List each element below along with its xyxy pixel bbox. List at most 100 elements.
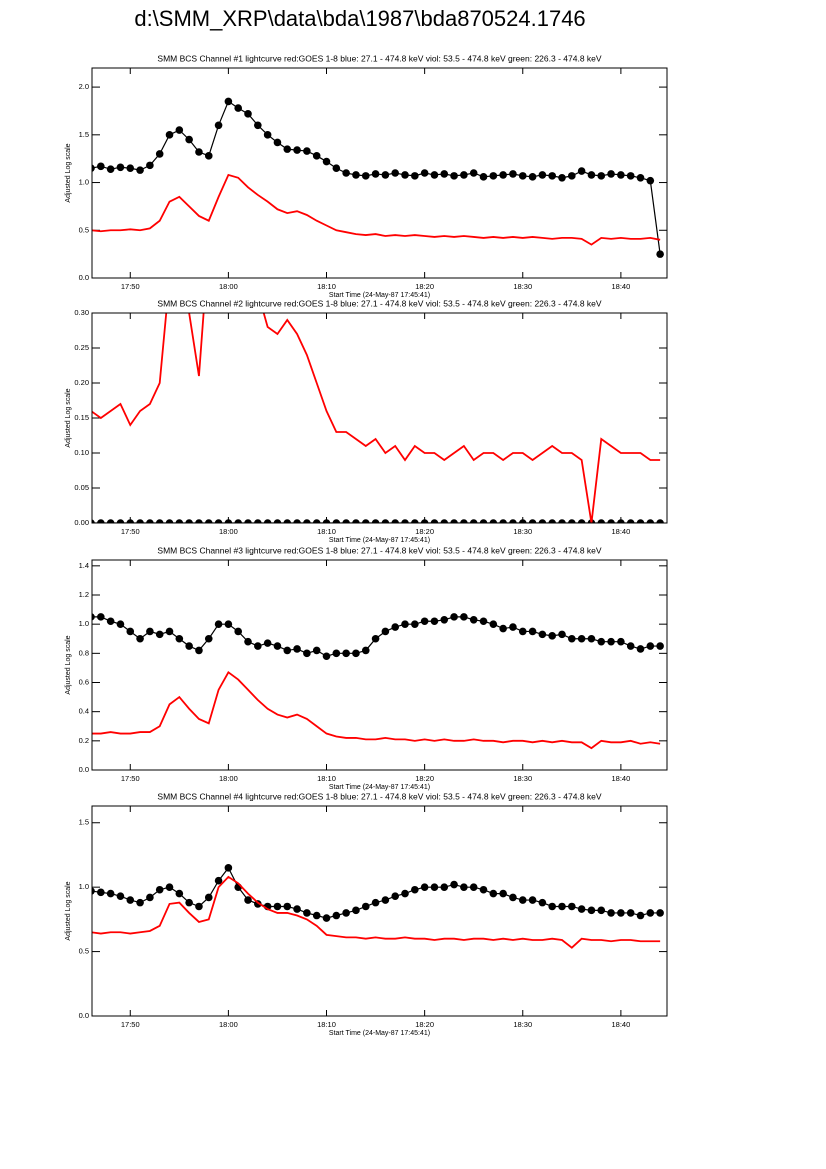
y-tick-label: 1.2 — [79, 590, 89, 599]
data-point — [312, 519, 321, 523]
data-point — [489, 519, 498, 523]
plot-area — [92, 313, 664, 523]
data-point — [420, 883, 429, 891]
panel: SMM BCS Channel #4 lightcurve red:GOES 1… — [65, 791, 668, 1037]
data-point — [185, 898, 193, 907]
x-tick-label: 18:20 — [415, 1020, 434, 1029]
data-point — [518, 627, 527, 636]
panel-title: SMM BCS Channel #1 lightcurve red:GOES 1… — [157, 53, 601, 63]
data-point — [558, 630, 566, 639]
data-point — [175, 519, 184, 523]
data-point — [263, 131, 272, 139]
data-point — [646, 642, 655, 650]
data-point — [450, 613, 458, 621]
data-point — [322, 914, 331, 922]
x-axis-label: Start Time (24-May-87 17:45:41) — [329, 292, 430, 299]
data-point — [548, 519, 556, 523]
data-point — [450, 519, 458, 523]
y-tick-label: 0.10 — [74, 448, 89, 457]
data-point — [626, 172, 635, 180]
data-point — [106, 519, 115, 523]
x-tick-label: 17:50 — [121, 1020, 140, 1029]
data-point — [283, 646, 292, 655]
x-tick-label: 18:10 — [317, 527, 336, 536]
data-point — [411, 519, 419, 523]
data-point — [430, 883, 439, 891]
data-point — [214, 121, 223, 130]
data-point — [577, 519, 586, 523]
data-point — [489, 172, 498, 180]
data-point — [381, 627, 390, 636]
x-tick-label: 18:00 — [219, 282, 238, 291]
data-point — [656, 519, 664, 523]
data-point — [597, 637, 606, 646]
data-point — [195, 646, 203, 655]
data-point — [548, 172, 556, 180]
data-point — [450, 880, 458, 889]
data-point — [587, 171, 596, 179]
data-point — [312, 152, 321, 160]
data-point — [587, 906, 596, 915]
data-point — [97, 519, 105, 523]
y-tick-label: 1.4 — [79, 561, 89, 570]
panel-title: SMM BCS Channel #3 lightcurve red:GOES 1… — [157, 545, 601, 555]
data-point — [126, 519, 135, 523]
data-point — [146, 519, 154, 523]
plot-frame — [91, 805, 668, 1017]
data-point — [607, 637, 615, 646]
x-tick-label: 18:10 — [317, 774, 336, 783]
data-point — [568, 634, 576, 643]
data-point — [401, 620, 409, 628]
data-point — [165, 519, 174, 523]
data-point — [479, 885, 488, 894]
data-point — [165, 627, 174, 636]
data-point — [469, 883, 478, 891]
plot-frame — [91, 67, 668, 279]
data-point — [411, 172, 419, 180]
data-point — [607, 519, 615, 523]
data-point — [106, 617, 115, 626]
data-point — [420, 519, 429, 523]
data-point — [371, 519, 380, 523]
data-point — [165, 131, 174, 139]
data-point — [656, 250, 664, 258]
data-point — [636, 519, 645, 523]
data-point — [626, 909, 635, 917]
y-tick-label: 0.30 — [74, 308, 89, 317]
data-point — [136, 634, 144, 643]
y-tick-label: 1.0 — [79, 178, 89, 187]
data-point — [332, 164, 341, 173]
data-point — [587, 634, 596, 643]
data-point — [204, 152, 213, 160]
panel-title: SMM BCS Channel #2 lightcurve red:GOES 1… — [157, 298, 601, 308]
x-axis-label: Start Time (24-May-87 17:45:41) — [329, 537, 430, 544]
data-point — [460, 519, 468, 523]
series-line — [92, 670, 661, 750]
data-point — [254, 121, 262, 130]
x-tick-label: 17:50 — [121, 774, 140, 783]
data-point — [538, 898, 547, 907]
y-tick-label: 2.0 — [79, 82, 89, 91]
data-point — [548, 902, 556, 911]
panel: SMM BCS Channel #3 lightcurve red:GOES 1… — [65, 545, 668, 791]
data-point — [263, 639, 272, 647]
data-point — [548, 632, 556, 640]
series-line — [92, 875, 661, 949]
data-point — [636, 911, 645, 920]
data-point — [646, 519, 655, 523]
data-point — [97, 613, 105, 621]
series-line — [92, 173, 661, 246]
data-point — [195, 519, 203, 523]
data-point — [195, 148, 203, 156]
data-point — [391, 892, 399, 900]
data-point — [568, 519, 576, 523]
x-tick-label: 18:40 — [611, 527, 630, 536]
data-point — [636, 645, 645, 653]
data-point — [381, 519, 390, 523]
data-point — [342, 169, 350, 177]
data-point — [155, 885, 164, 894]
data-point — [293, 645, 301, 653]
data-point — [577, 634, 586, 643]
data-point — [469, 169, 478, 177]
